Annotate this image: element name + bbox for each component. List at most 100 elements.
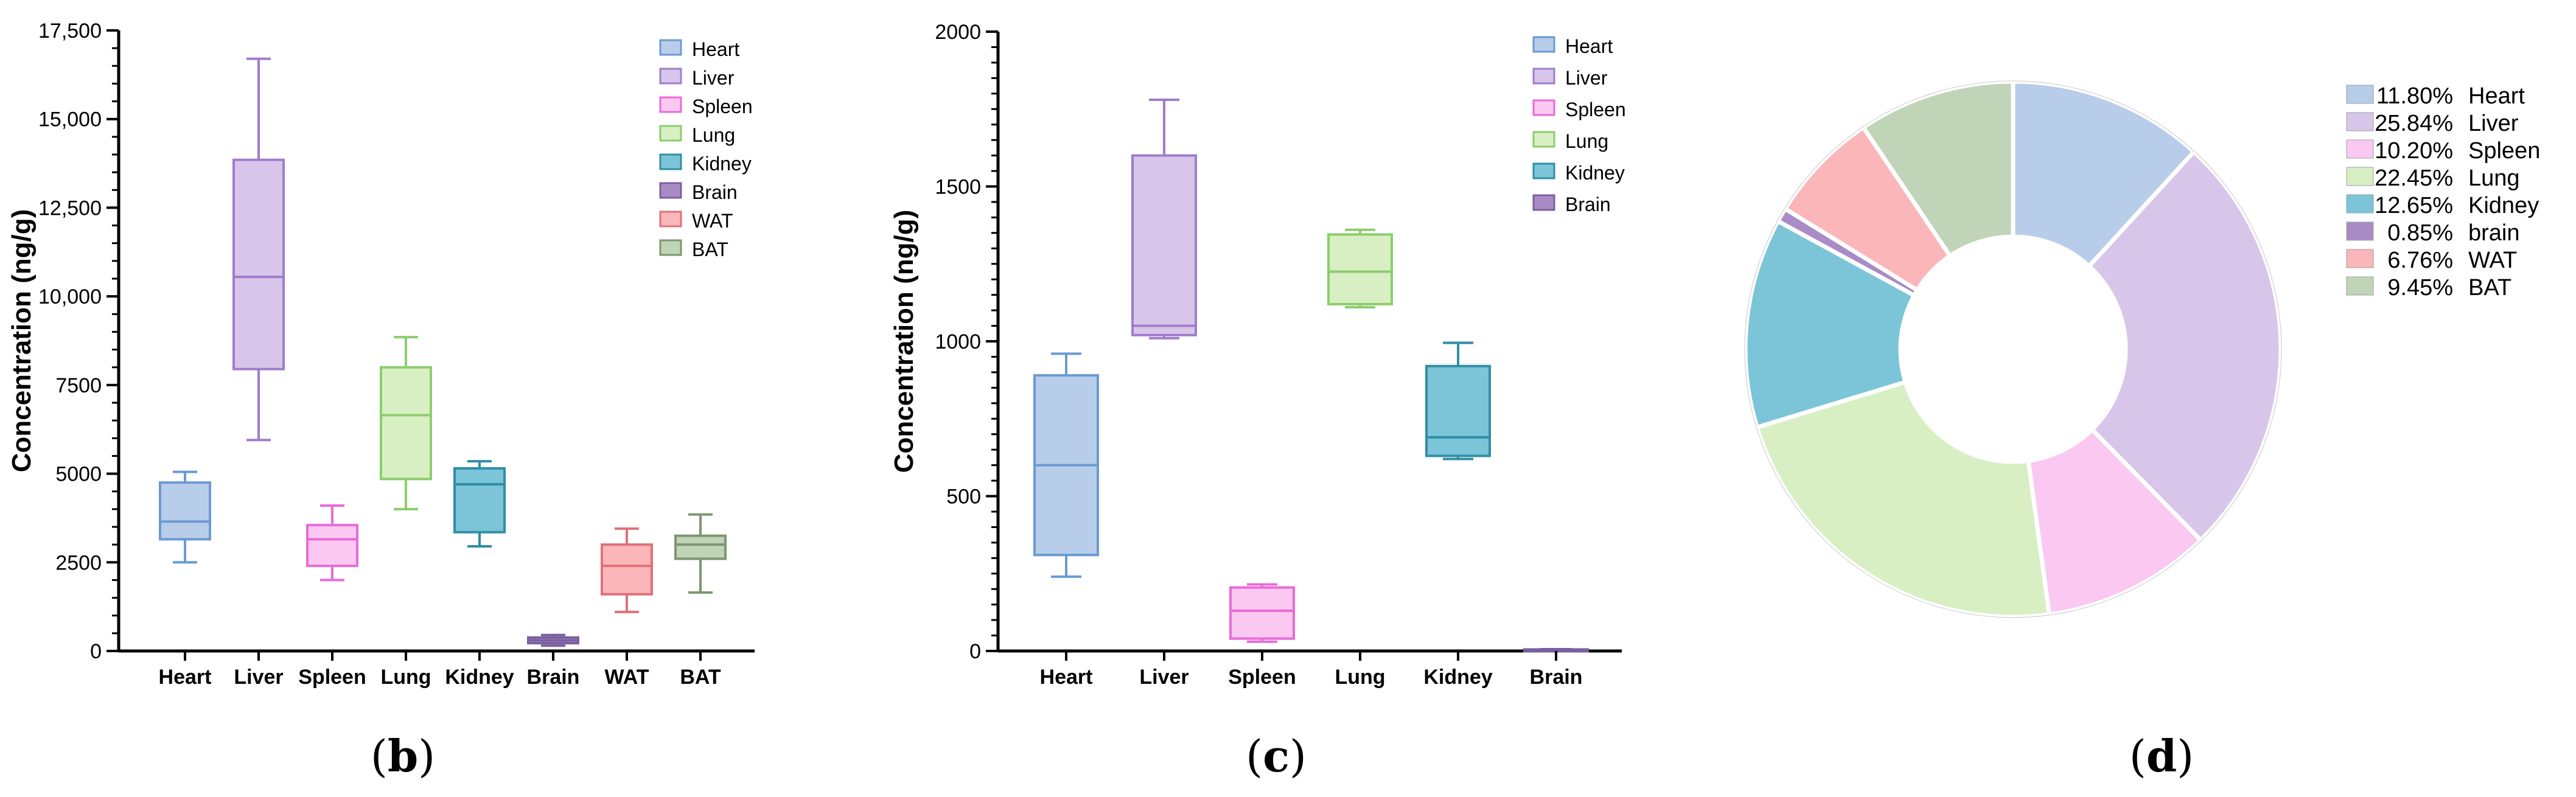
panel-label: (d) [2129, 730, 2194, 782]
legend-label: Spleen [1565, 99, 1626, 120]
legend-swatch [659, 39, 682, 56]
slice-liver [2086, 148, 2283, 543]
box-lung [1327, 228, 1393, 309]
x-tick-label: Liver [234, 666, 283, 689]
y-tick-label: 1500 [935, 176, 981, 199]
x-tick-label: Spleen [1228, 666, 1296, 689]
x-tick-label: Kidney [1423, 666, 1492, 689]
legend-swatch [2346, 112, 2374, 131]
slice-bat [1860, 79, 2016, 259]
panel-label-paren: ( [371, 731, 388, 782]
y-axis-label: Concentration (ng/g) [889, 210, 919, 473]
legend-label: Brain [1565, 193, 1611, 215]
legend-swatch [659, 96, 682, 113]
x-tick-label: Brain [527, 666, 580, 689]
box-iqr [1229, 586, 1295, 640]
legend-label: brain [2468, 220, 2520, 246]
x-tick-label: BAT [680, 666, 721, 689]
legend-label: BAT [2468, 275, 2511, 301]
legend-swatch [2346, 167, 2374, 186]
legend-label: Heart [692, 38, 739, 60]
box-iqr [1327, 233, 1393, 305]
box-heart [159, 470, 211, 564]
legend-percent: 6.76% [2387, 248, 2453, 273]
legend-swatch [2346, 221, 2374, 241]
legend-swatch [1532, 99, 1555, 116]
donut-outline [1744, 80, 2282, 618]
legend-swatch [659, 182, 682, 199]
legend-percent: 10.20% [2375, 138, 2453, 164]
legend-percent: 11.80% [2376, 83, 2453, 109]
y-axis-label: Concentration (ng/g) [7, 209, 37, 473]
panel-b-box-chart: 0 2500 5000 7500 10,000 12,500 15,000 17,500 Con… [7, 19, 755, 782]
panel-label-paren: ) [1290, 731, 1307, 782]
legend-percent: 0.85% [2387, 220, 2453, 246]
y-tick-label: 12,500 [38, 197, 102, 220]
panel-label-paren: ) [418, 731, 435, 782]
panel-d-donut-chart: 11.80% Heart 25.84% Liver 10.20% Spleen 22.45%… [1743, 79, 2540, 782]
x-tick-label: Kidney [445, 666, 514, 689]
legend-swatch [2346, 276, 2374, 296]
legend-swatch [659, 125, 682, 142]
panel-label-paren: ( [1246, 731, 1263, 782]
legend-label: Heart [1565, 35, 1613, 57]
legend-swatch [1532, 162, 1555, 179]
box-wat [601, 527, 653, 613]
panel-label-letter: d [2146, 730, 2177, 782]
box-iqr [306, 524, 358, 568]
box-kidney [1425, 341, 1491, 461]
x-tick-label: Heart [159, 666, 212, 689]
x-tick-label: Lung [1335, 666, 1385, 689]
y-tick-label: 7500 [55, 374, 102, 397]
y-tick-label: 10,000 [38, 285, 102, 308]
legend-label: Kidney [1565, 162, 1625, 184]
legend-swatch [2346, 194, 2374, 214]
box-spleen [1229, 583, 1295, 643]
legend-label: Spleen [2468, 138, 2540, 164]
panel-label-paren: ( [2129, 731, 2146, 782]
box-iqr [674, 534, 727, 560]
legend-label: Spleen [692, 96, 753, 117]
y-tick-label: 5000 [55, 463, 102, 486]
panel-label-letter: b [388, 730, 418, 782]
x-tick-label: Heart [1040, 666, 1093, 689]
legend-percent: 9.45% [2387, 275, 2453, 301]
y-tick-label: 0 [90, 640, 102, 663]
x-tick-label: Brain [1530, 666, 1583, 689]
box-iqr [453, 467, 506, 534]
legend-label: WAT [692, 210, 733, 232]
x-tick-label: Spleen [298, 666, 366, 689]
box-brain [1523, 647, 1589, 653]
slice-heart [2011, 79, 2197, 270]
box-iqr [159, 481, 211, 541]
panel-label: (b) [371, 730, 436, 782]
y-tick-label: 17,500 [38, 19, 102, 43]
x-tick-label: Liver [1139, 666, 1189, 689]
legend-label: WAT [2468, 248, 2517, 273]
legend-label: Lung [692, 124, 735, 146]
box-liver [232, 57, 285, 442]
box-iqr [232, 158, 285, 371]
y-tick-label: 1000 [935, 330, 981, 353]
legend-label: Kidney [2468, 193, 2539, 218]
legend-label: Liver [692, 67, 735, 89]
box-lung [380, 336, 432, 510]
legend-label: Lung [1565, 130, 1608, 152]
legend-percent: 22.45% [2375, 165, 2453, 191]
panel-label-letter: c [1263, 730, 1290, 782]
box-iqr [601, 543, 653, 596]
legend-percent: 25.84% [2375, 111, 2453, 136]
legend-label: Heart [2468, 83, 2525, 109]
panel-c-box-chart: 0 500 1000 1500 2000 Concentration (ng/g) Hear… [889, 21, 1626, 782]
y-tick-label: 2500 [55, 551, 102, 574]
box-kidney [453, 460, 506, 548]
box-heart [1033, 352, 1099, 578]
y-tick-label: 15,000 [38, 108, 102, 131]
legend-label: Liver [1565, 67, 1608, 89]
legend-swatch [1532, 36, 1555, 53]
legend-swatch [1532, 131, 1555, 148]
box-brain [527, 633, 579, 647]
slice-spleen [2026, 426, 2204, 617]
legend-swatch [659, 153, 682, 170]
